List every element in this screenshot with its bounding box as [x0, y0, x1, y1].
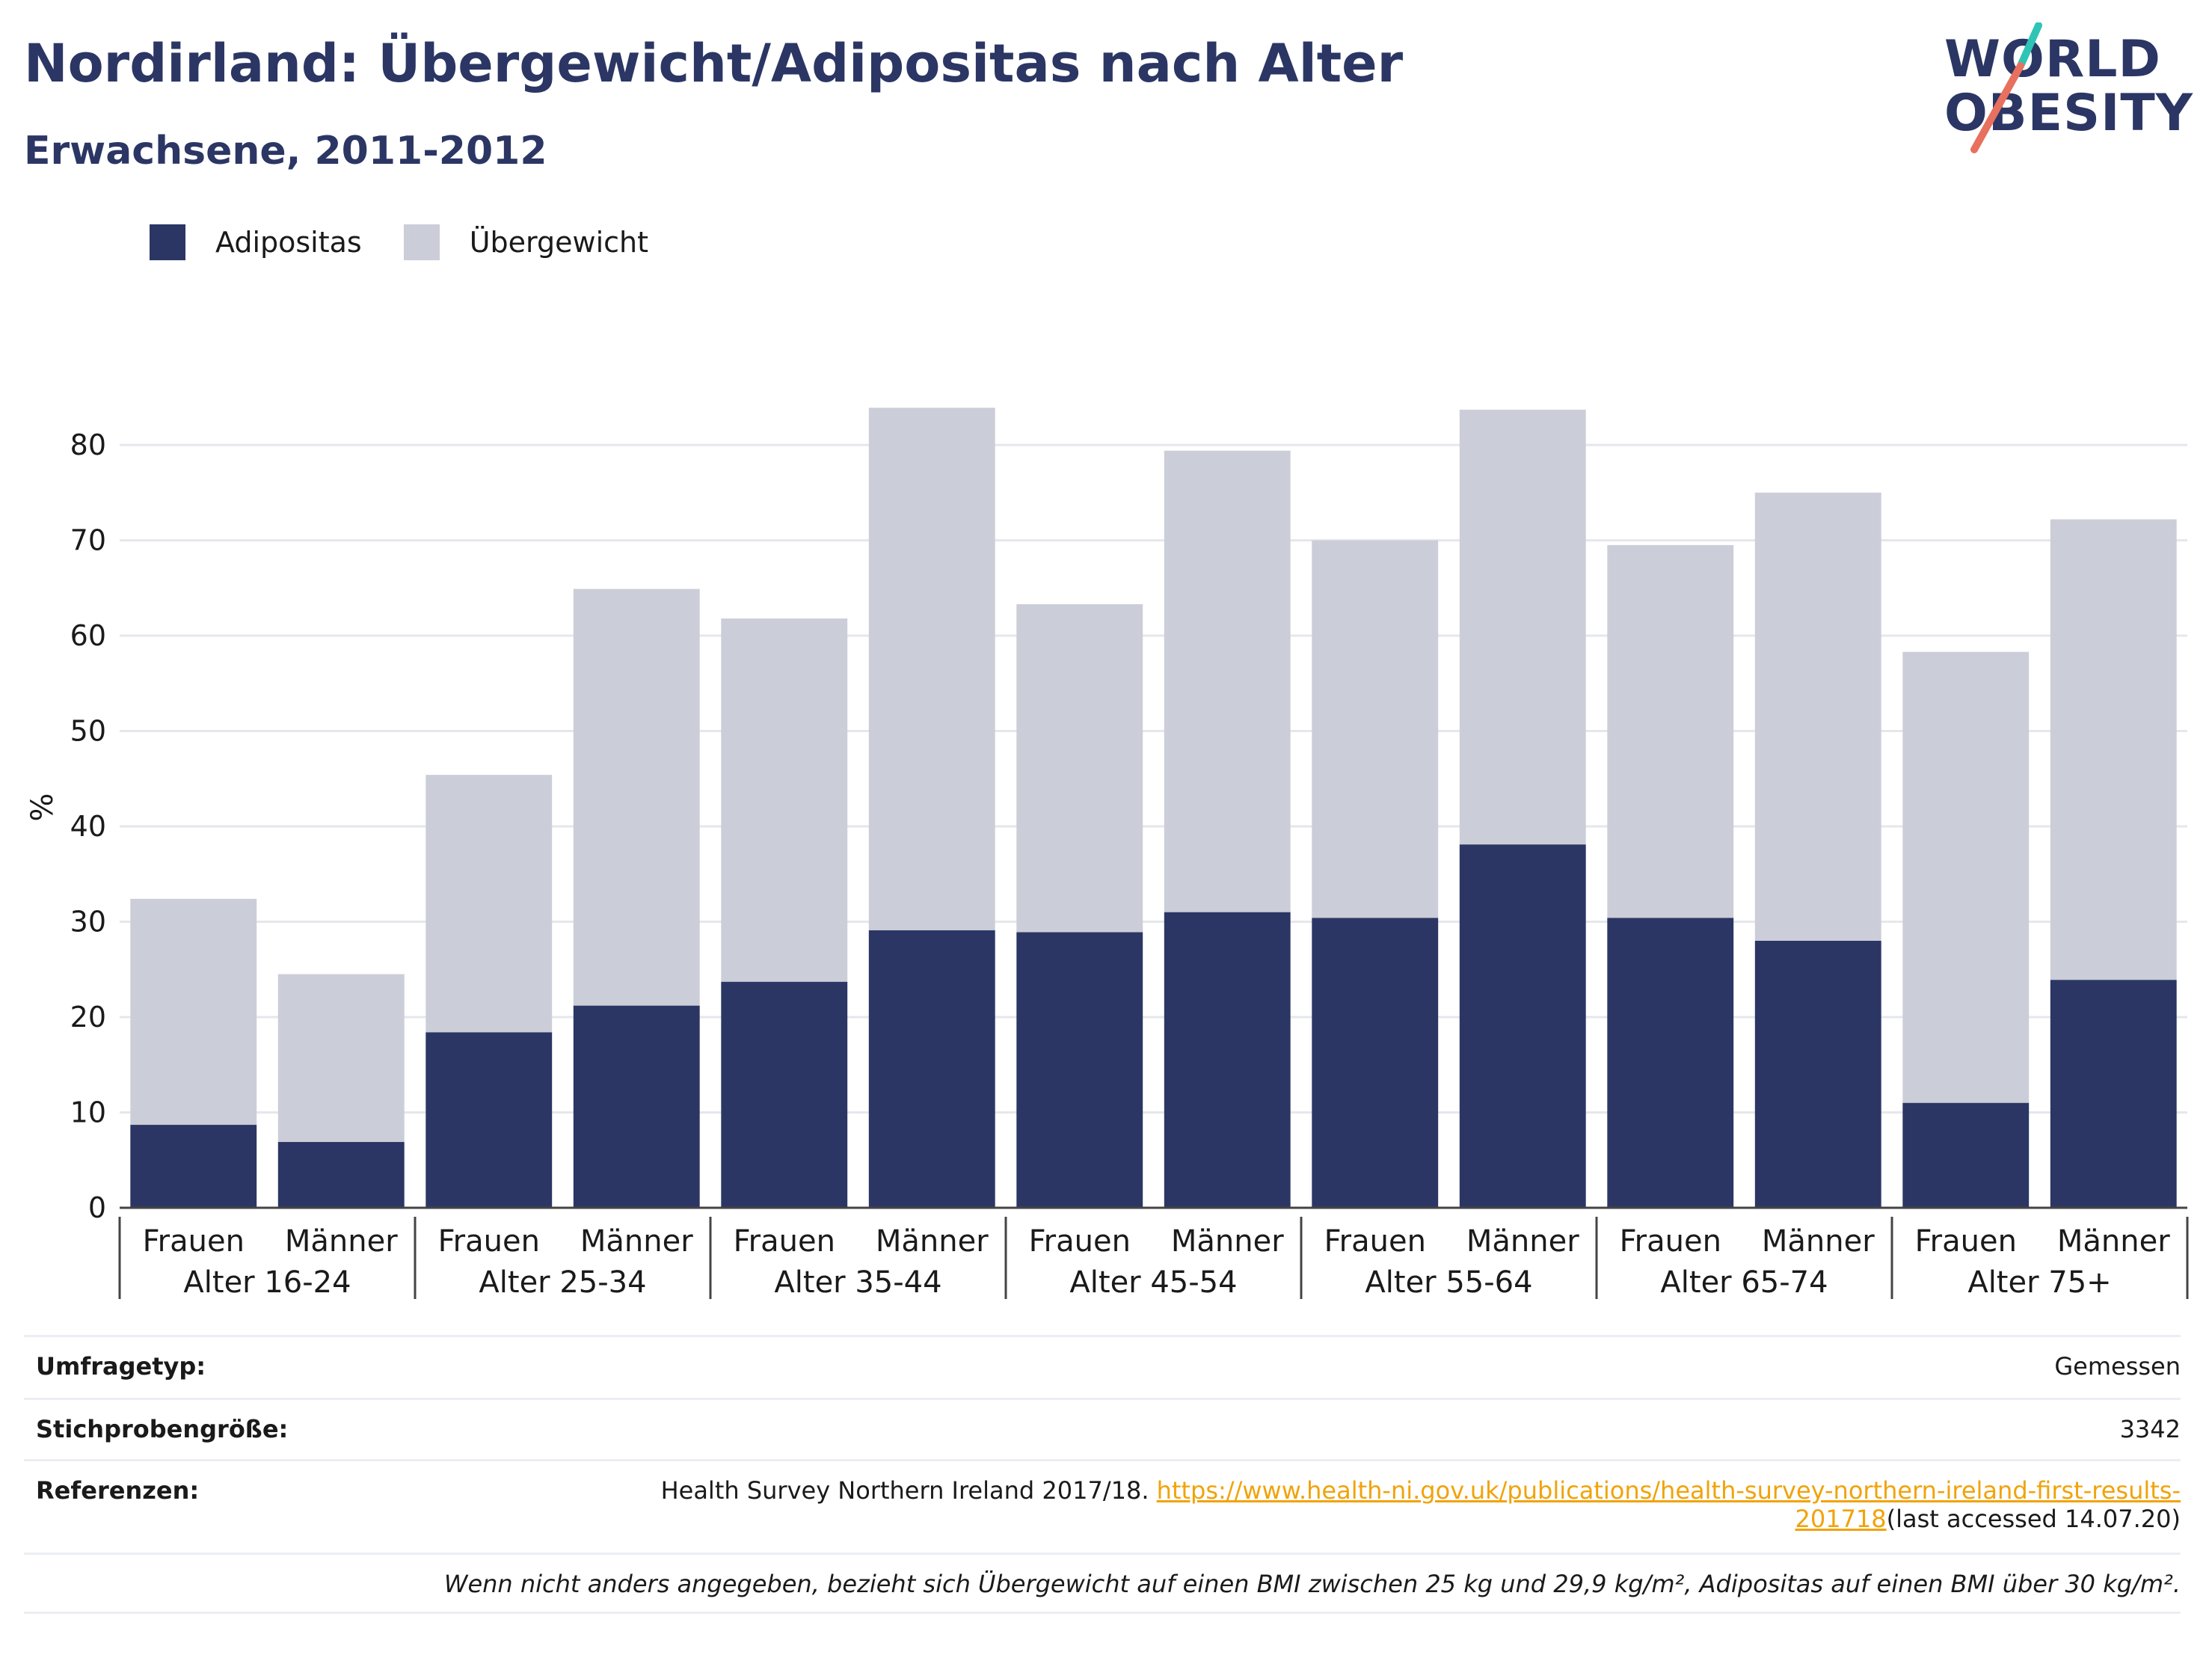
reference-text: Health Survey Northern Ireland 2017/18. [660, 1476, 1149, 1505]
y-axis-title: % [25, 793, 60, 821]
bar-uebergewicht [2050, 519, 2177, 980]
y-tick-label: 0 [88, 1191, 106, 1224]
bar-adipositas [425, 1032, 553, 1208]
x-tick-label: Männer [876, 1224, 989, 1259]
info-table: Umfragetyp: Gemessen Stichprobengröße: 3… [24, 1335, 2181, 1614]
chart-subtitle: Erwachsene, 2011-2012 [24, 129, 547, 174]
bar-uebergewicht [277, 974, 405, 1143]
bar-adipositas [130, 1125, 257, 1208]
bar-adipositas [1164, 912, 1291, 1208]
info-row-survey-type: Umfragetyp: Gemessen [24, 1335, 2181, 1398]
bar-adipositas [721, 981, 848, 1208]
x-group-label: Alter 75+ [1967, 1265, 2111, 1300]
info-row-sample-size: Stichprobengröße: 3342 [24, 1398, 2181, 1459]
bar-uebergewicht [573, 589, 700, 1006]
info-value-survey-type: Gemessen [2054, 1352, 2181, 1381]
bar-uebergewicht [1016, 604, 1143, 933]
x-group-label: Alter 45-54 [1069, 1265, 1237, 1300]
y-tick-label: 70 [70, 524, 106, 557]
x-tick-label: Frauen [1324, 1224, 1426, 1259]
y-tick-label: 50 [70, 715, 106, 748]
x-tick-label: Frauen [143, 1224, 245, 1259]
bar-adipositas [1459, 844, 1586, 1208]
legend-item-uebergewicht: Übergewicht [403, 224, 648, 260]
y-tick-label: 20 [70, 1001, 106, 1034]
x-tick-label: Männer [1466, 1224, 1579, 1259]
info-row-references: Referenzen: Health Survey Northern Irela… [24, 1459, 2181, 1553]
bar-uebergewicht [1312, 540, 1439, 918]
bar-uebergewicht [1164, 450, 1291, 912]
x-group-label: Alter 55-64 [1365, 1265, 1532, 1300]
bar-adipositas [1902, 1102, 2030, 1208]
reference-accessed-note: (last accessed 14.07.20) [1886, 1505, 2181, 1533]
x-tick-label: Frauen [438, 1224, 540, 1259]
x-group-label: Alter 35-44 [774, 1265, 941, 1300]
y-tick-label: 40 [70, 810, 106, 843]
logo-text-world: WORLD [1944, 30, 2161, 89]
bar-uebergewicht [1607, 544, 1734, 918]
x-tick-label: Frauen [1029, 1224, 1131, 1259]
world-obesity-logo: WORLD OBESITY [1944, 22, 2193, 165]
info-key-sample-size: Stichprobengröße: [36, 1415, 289, 1443]
chart-legend: Adipositas Übergewicht [150, 221, 690, 263]
bar-uebergewicht [721, 618, 848, 982]
legend-label-uebergewicht: Übergewicht [469, 226, 648, 259]
logo-slash-icon [1970, 22, 2042, 153]
x-tick-label: Männer [285, 1224, 398, 1259]
info-row-note: Wenn nicht anders angegeben, bezieht sic… [24, 1553, 2181, 1614]
bar-adipositas [1312, 918, 1439, 1208]
bar-uebergewicht [130, 898, 257, 1126]
bar-uebergewicht [425, 775, 553, 1033]
info-value-sample-size: 3342 [2119, 1415, 2181, 1443]
legend-label-adipositas: Adipositas [215, 226, 362, 259]
bar-adipositas [277, 1142, 405, 1208]
x-tick-label: Männer [1171, 1224, 1284, 1259]
bar-uebergewicht [1459, 409, 1586, 845]
bar-uebergewicht [1902, 651, 2030, 1103]
x-tick-label: Männer [580, 1224, 693, 1259]
bmi-definition-note: Wenn nicht anders angegeben, bezieht sic… [443, 1570, 2181, 1598]
legend-item-adipositas: Adipositas [150, 224, 362, 260]
x-tick-label: Männer [2057, 1224, 2170, 1259]
x-tick-label: Frauen [1915, 1224, 2017, 1259]
y-tick-label: 60 [70, 619, 106, 652]
legend-swatch-uebergewicht [403, 224, 440, 260]
x-group-label: Alter 25-34 [479, 1265, 646, 1300]
x-tick-label: Frauen [1620, 1224, 1721, 1259]
bar-adipositas [1607, 918, 1734, 1208]
bar-adipositas [1016, 932, 1143, 1208]
info-value-references: Health Survey Northern Ireland 2017/18. … [661, 1461, 2181, 1553]
bar-adipositas [868, 930, 995, 1208]
bar-adipositas [1754, 941, 1881, 1208]
y-tick-label: 80 [70, 429, 106, 461]
info-key-references: Referenzen: [36, 1476, 200, 1505]
bar-adipositas [2050, 980, 2177, 1208]
y-tick-label: 10 [70, 1096, 106, 1129]
reference-link[interactable]: https://www.health-ni.gov.uk/publication… [1156, 1476, 2181, 1505]
x-group-label: Alter 16-24 [183, 1265, 351, 1300]
chart-title: Nordirland: Übergewicht/Adipositas nach … [24, 33, 1404, 94]
x-tick-label: Frauen [734, 1224, 835, 1259]
reference-link-continued[interactable]: 201718 [1795, 1505, 1887, 1533]
bar-uebergewicht [1754, 492, 1881, 941]
y-tick-label: 30 [70, 906, 106, 939]
x-tick-label: Männer [1762, 1224, 1875, 1259]
x-group-label: Alter 65-74 [1660, 1265, 1828, 1300]
bar-uebergewicht [868, 408, 995, 930]
bar-adipositas [573, 1005, 700, 1208]
legend-swatch-adipositas [150, 224, 185, 260]
stacked-bar-chart: 0 10 20 30 40 50 60 70 80% Frauen Männer Frauen Männ… [25, 408, 2189, 1300]
info-key-survey-type: Umfragetyp: [36, 1352, 206, 1381]
